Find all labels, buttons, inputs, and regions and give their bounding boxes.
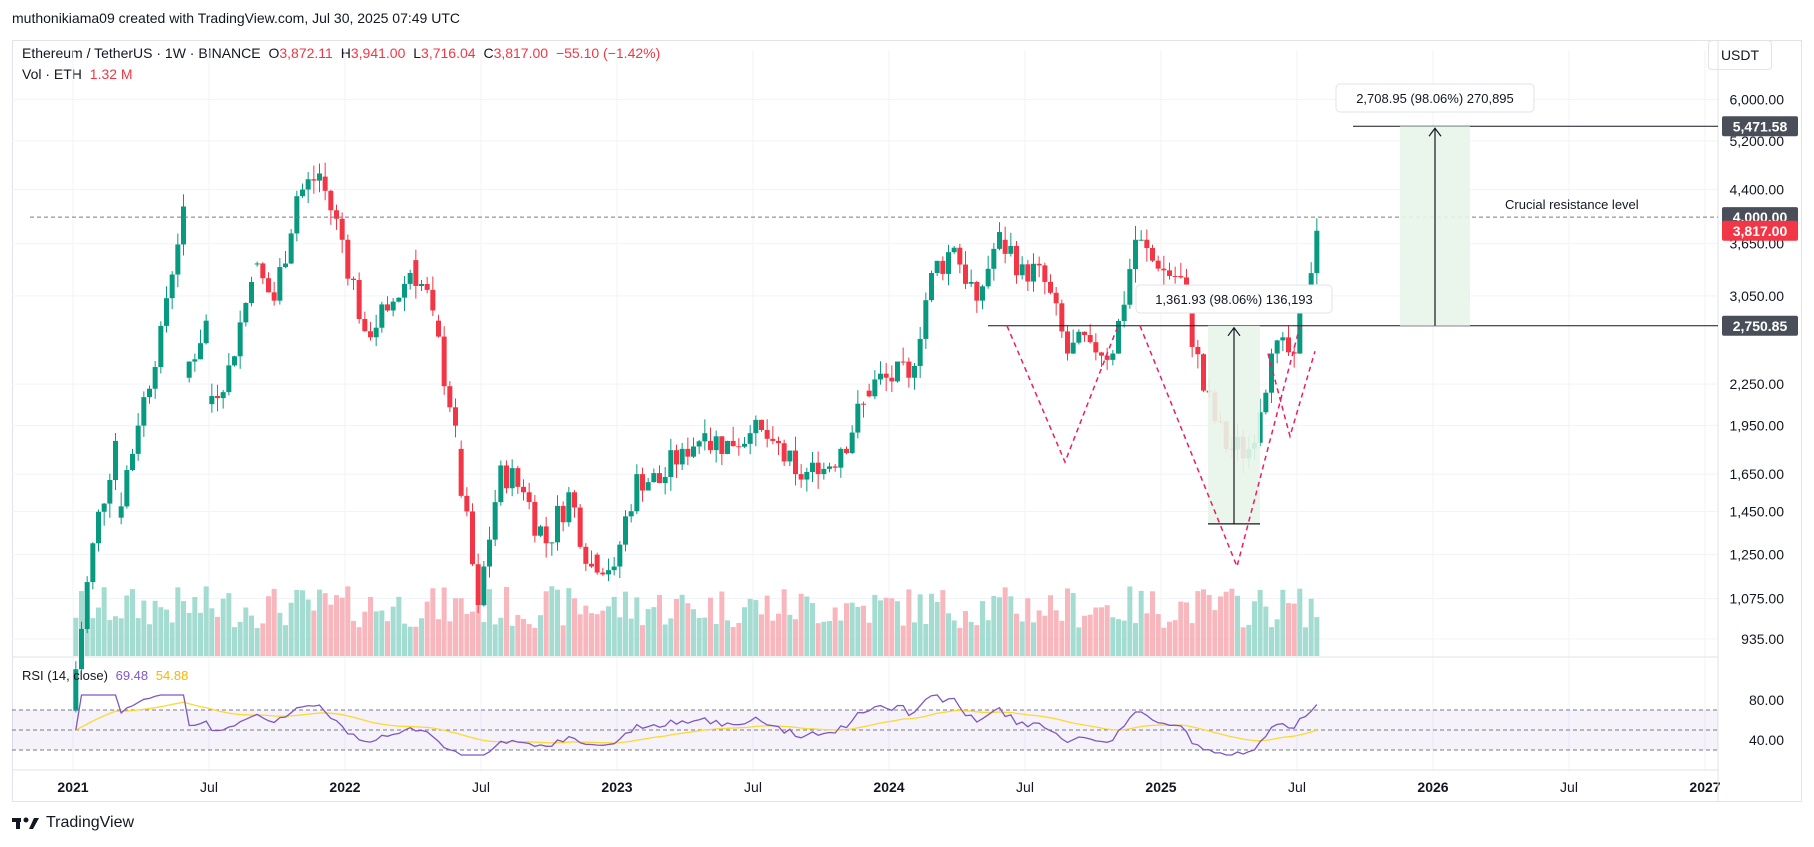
high-value: 3,941.00	[350, 45, 406, 61]
chart-caption: muthonikiama09 created with TradingView.…	[12, 10, 460, 26]
rsi-label[interactable]: RSI (14, close)	[22, 668, 108, 683]
volume-legend: Vol · ETH 1.32 M	[22, 66, 137, 82]
low-value: 3,716.04	[421, 45, 476, 61]
symbol-label[interactable]: Ethereum / TetherUS · 1W · BINANCE	[22, 45, 261, 61]
change-value: −55.10 (−1.42%)	[555, 45, 661, 61]
open-value: 3,872.11	[279, 45, 333, 61]
tradingview-logo-icon	[12, 817, 39, 829]
rsi-ma-value: 54.88	[155, 668, 189, 683]
tradingview-logo-text: TradingView	[46, 814, 135, 831]
ohlc-legend: Ethereum / TetherUS · 1W · BINANCE O3,87…	[22, 45, 664, 61]
close-label: C	[483, 45, 494, 61]
volume-label[interactable]: Vol · ETH	[22, 66, 82, 82]
low-label: L	[413, 45, 422, 61]
tradingview-logo[interactable]: TradingView	[12, 814, 134, 832]
rsi-value: 69.48	[115, 668, 149, 683]
high-label: H	[340, 45, 351, 61]
volume-value: 1.32 M	[89, 66, 133, 82]
chart-frame	[12, 40, 1802, 802]
open-label: O	[268, 45, 280, 61]
rsi-legend: RSI (14, close) 69.48 54.88	[22, 668, 192, 683]
currency-unit-button[interactable]: USDT	[1708, 40, 1772, 70]
close-value: 3,817.00	[493, 45, 549, 61]
